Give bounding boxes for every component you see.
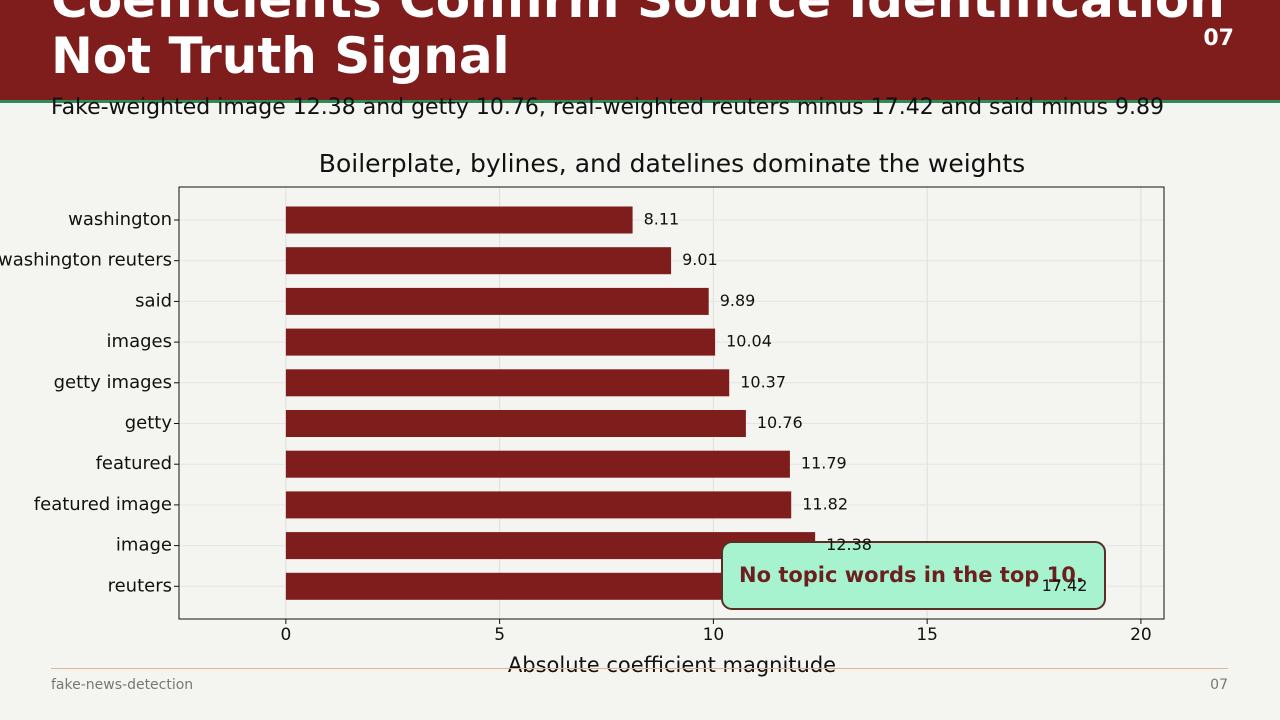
value-label: 11.82: [802, 494, 848, 513]
value-label: 8.11: [644, 210, 680, 229]
value-label: 9.01: [682, 250, 718, 269]
y-tick-label: reuters: [108, 575, 172, 596]
y-tick-label: featured: [96, 453, 172, 474]
slide-title: Coefficients Confirm Source Identificati…: [51, 0, 1225, 85]
y-tick-label: image: [116, 535, 172, 556]
bar: [285, 369, 730, 397]
plot-frame: [178, 186, 1165, 620]
bar: [285, 491, 792, 519]
y-tick-label: washington: [68, 209, 172, 230]
value-label: 17.42: [1042, 576, 1088, 595]
value-label: 9.89: [720, 291, 756, 310]
value-label: 10.37: [740, 372, 786, 391]
bar: [285, 410, 746, 437]
footer-text: fake-news-detection: [51, 677, 194, 693]
x-tick-label: 15: [916, 625, 938, 645]
footer-page: 07: [1210, 677, 1228, 693]
y-tick-label: washington reuters: [0, 250, 172, 271]
value-label: 10.76: [757, 413, 803, 432]
value-label: 12.38: [826, 535, 872, 554]
y-tick-label: featured image: [34, 494, 172, 515]
bar: [285, 206, 633, 234]
x-tick-label: 20: [1130, 625, 1152, 645]
y-tick-label: images: [107, 331, 172, 352]
bar: [285, 450, 790, 478]
y-tick-label: getty: [125, 413, 173, 434]
subtitle: Fake-weighted image 12.38 and getty 10.7…: [51, 95, 1164, 120]
bar: [285, 247, 672, 275]
value-label: 11.79: [801, 454, 847, 473]
x-tick-label: 10: [703, 625, 725, 645]
bar: [285, 287, 709, 315]
y-tick-label: getty images: [54, 372, 172, 393]
chart-title: Boilerplate, bylines, and datelines domi…: [319, 149, 1025, 178]
x-axis-label: Absolute coefficient magnitude: [508, 653, 836, 677]
y-tick-label: said: [135, 290, 172, 311]
x-tick-label: 0: [280, 625, 291, 645]
bar: [285, 328, 716, 356]
footer-rule: [51, 668, 1228, 669]
annotation-box: [721, 541, 1106, 610]
header: Coefficients Confirm Source Identificati…: [0, 0, 1280, 103]
slide-number: 07: [1203, 26, 1234, 51]
x-tick-label: 5: [494, 625, 505, 645]
annotation: No topic words in the top 10.: [739, 563, 1084, 587]
value-label: 10.04: [726, 332, 772, 351]
